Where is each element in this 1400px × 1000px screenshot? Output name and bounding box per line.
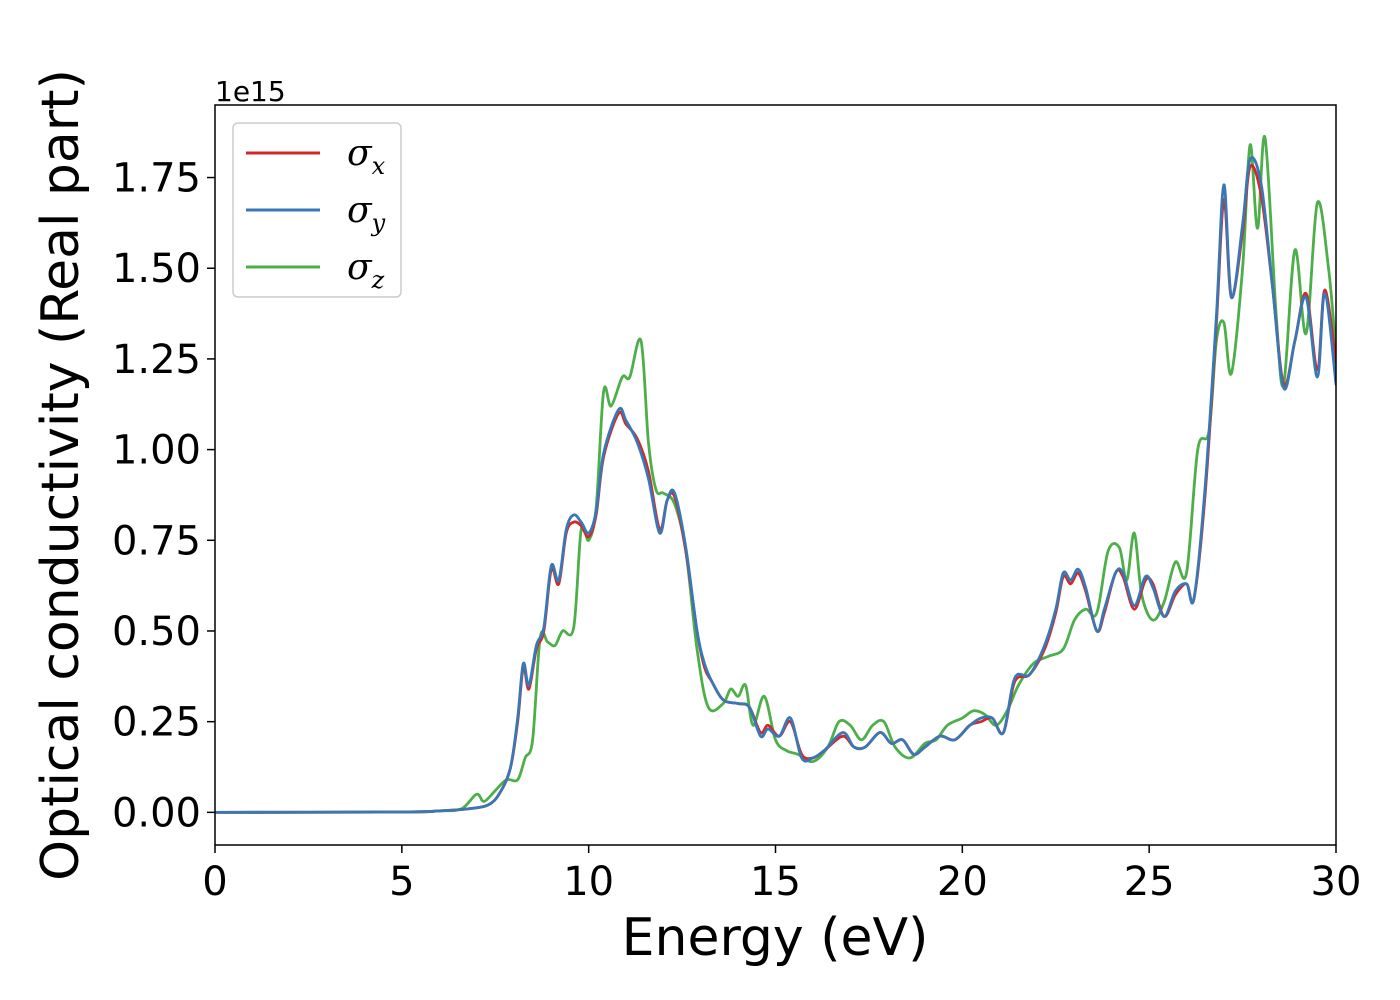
- legend-label-x: σx: [347, 133, 386, 180]
- legend: σx σy σz: [232, 122, 402, 298]
- series-layer: [215, 134, 1336, 814]
- x-tick-label: 15: [750, 859, 801, 905]
- y-offset-label: 1e15: [215, 75, 286, 108]
- y-tick-label: 1.00: [112, 428, 201, 474]
- x-axis-label: Energy (eV): [622, 908, 929, 968]
- y-tick-label: 0.75: [112, 518, 201, 564]
- x-tick-label: 0: [202, 859, 227, 905]
- x-tick-label: 5: [389, 859, 414, 905]
- y-tick-label: 1.50: [112, 246, 201, 292]
- x-tick-label: 30: [1311, 859, 1362, 905]
- y-tick-label: 0.25: [112, 700, 201, 746]
- y-tick-label: 0.50: [112, 609, 201, 655]
- y-tick-label: 1.25: [112, 337, 201, 383]
- y-tick-label: 0.00: [112, 790, 201, 836]
- legend-label-z: σz: [347, 247, 385, 294]
- y-tick-label: 1.75: [112, 156, 201, 202]
- y-axis: 0.00 0.25 0.50 0.75 1.00 1.25 1.50 1.75: [112, 156, 215, 836]
- x-tick-label: 20: [937, 859, 988, 905]
- x-tick-label: 10: [563, 859, 614, 905]
- x-tick-label: 25: [1124, 859, 1175, 905]
- legend-label-y: σy: [347, 190, 386, 237]
- series-line-z: [215, 134, 1336, 814]
- x-axis: 0 5 10 15 20 25 30: [202, 845, 1361, 905]
- y-axis-label: Optical conductivity (Real part): [31, 69, 91, 881]
- series-line-y: [215, 156, 1336, 814]
